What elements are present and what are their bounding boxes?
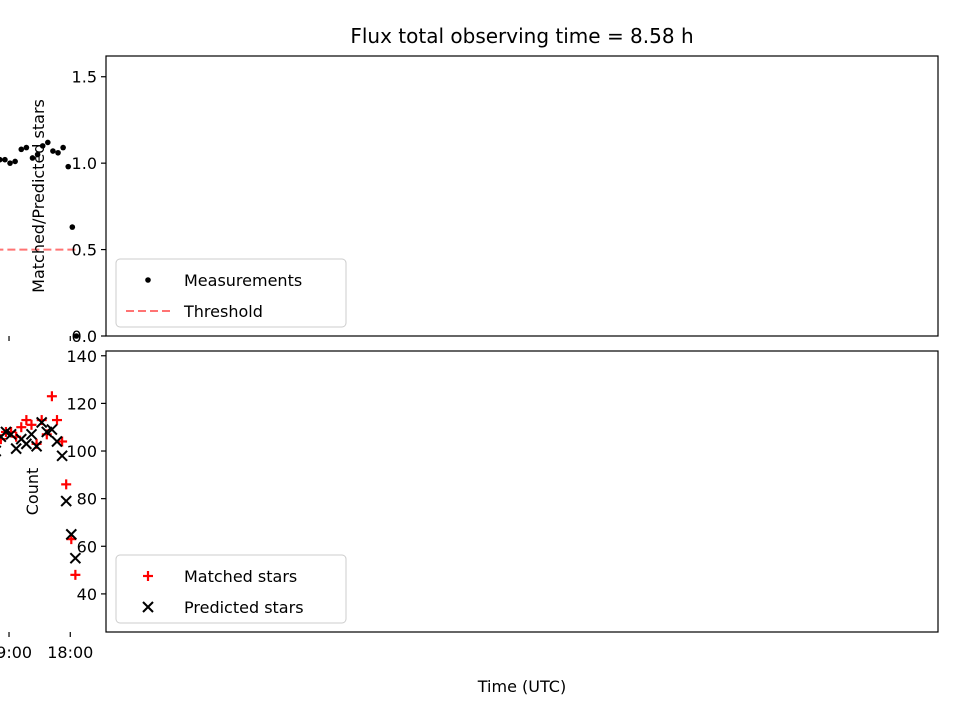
measurement-point bbox=[65, 163, 72, 170]
predicted-star-point bbox=[25, 428, 38, 441]
matched-star-point bbox=[26, 419, 37, 430]
y-tick-label: 60 bbox=[77, 537, 97, 556]
x-tick-label: 19:00 bbox=[0, 643, 32, 662]
bottom-y-axis-label: Count bbox=[23, 468, 42, 516]
measurement-point bbox=[60, 144, 66, 151]
measurement-point bbox=[29, 155, 36, 161]
measurement-point bbox=[23, 144, 30, 151]
legend-plus-marker bbox=[143, 571, 153, 581]
matched-star-point bbox=[16, 422, 27, 433]
predicted-star-point bbox=[15, 433, 27, 445]
y-tick-label: 80 bbox=[77, 490, 97, 509]
predicted-star-point bbox=[41, 426, 53, 438]
predicted-star-point bbox=[30, 440, 43, 452]
chart-title: Flux total observing time = 8.58 h bbox=[350, 24, 693, 48]
predicted-star-point bbox=[10, 442, 22, 455]
legend-box bbox=[115, 554, 347, 624]
measurement-point bbox=[69, 224, 76, 230]
y-tick-label: 40 bbox=[77, 585, 97, 604]
y-tick-label: 100 bbox=[66, 442, 97, 461]
matched-star-point bbox=[46, 391, 57, 402]
measurement-point bbox=[73, 333, 80, 339]
predicted-star-point bbox=[0, 445, 2, 457]
measurement-point bbox=[18, 146, 25, 153]
top-legend: Measurements Threshold bbox=[115, 258, 347, 328]
x-tick-label: 18:00 bbox=[47, 643, 93, 662]
predicted-star-point bbox=[60, 495, 72, 507]
legend-box bbox=[115, 258, 347, 328]
legend-label: Predicted stars bbox=[184, 598, 304, 617]
y-tick-label: 1.5 bbox=[72, 68, 97, 87]
predicted-star-point bbox=[56, 450, 68, 462]
legend-dot-marker bbox=[145, 277, 151, 283]
predicted-star-point bbox=[69, 552, 82, 564]
bottom-axes-frame bbox=[105, 350, 939, 633]
matched-star-point bbox=[61, 479, 72, 490]
legend-label: Measurements bbox=[184, 271, 302, 290]
x-axis-label: Time (UTC) bbox=[477, 677, 566, 696]
measurement-point bbox=[2, 156, 8, 163]
predicted-star-point bbox=[65, 528, 77, 541]
predicted-star-point bbox=[35, 416, 48, 429]
legend-label: Matched stars bbox=[184, 567, 297, 586]
measurement-point bbox=[7, 160, 13, 166]
measurement-point bbox=[45, 139, 51, 146]
y-tick-label: 0.0 bbox=[72, 327, 97, 346]
measurement-point bbox=[55, 149, 61, 156]
measurement-point bbox=[50, 148, 56, 154]
matched-star-point bbox=[51, 415, 62, 426]
top-panel: 0.0 0.5 1.0 1.5 Matched/Predicted stars Mea… bbox=[0, 55, 939, 346]
top-axes-frame bbox=[105, 55, 939, 337]
matched-star-point bbox=[21, 415, 32, 426]
measurement-point bbox=[0, 156, 3, 163]
measurement-point bbox=[34, 151, 41, 158]
bottom-legend: Matched stars Predicted stars bbox=[115, 554, 347, 624]
matched-star-point bbox=[70, 569, 81, 580]
y-tick-label: 0.5 bbox=[72, 241, 97, 260]
y-tick-label: 120 bbox=[66, 394, 97, 413]
matched-star-point bbox=[57, 436, 68, 447]
legend-x-marker bbox=[142, 601, 154, 613]
predicted-star-point bbox=[51, 435, 63, 448]
measurement-point bbox=[12, 158, 18, 165]
predicted-star-point bbox=[0, 431, 7, 443]
y-tick-label: 140 bbox=[66, 347, 97, 366]
matched-star-point bbox=[66, 534, 77, 545]
measurement-point bbox=[39, 143, 46, 149]
top-y-axis-label: Matched/Predicted stars bbox=[29, 99, 48, 293]
y-tick-label: 1.0 bbox=[72, 154, 97, 173]
legend-label: Threshold bbox=[183, 302, 263, 321]
